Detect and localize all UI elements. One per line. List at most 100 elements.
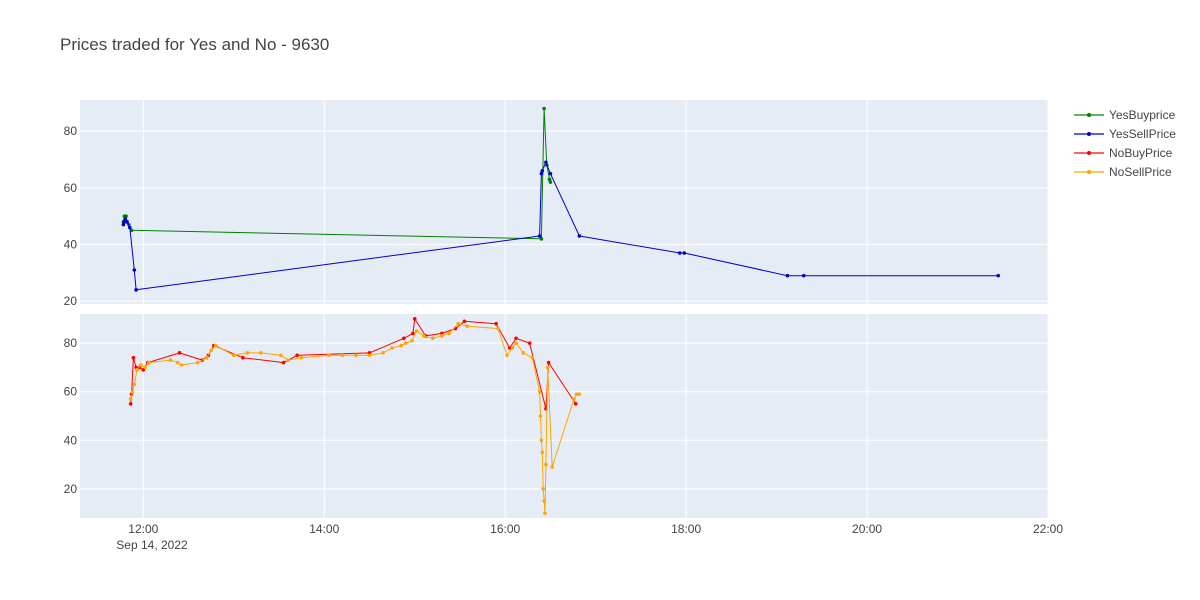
data-point-NoSellPrice-26: [399, 343, 403, 348]
data-point-NoBuyPrice-21: [462, 319, 467, 324]
y-tick-label-no-1: 40: [64, 433, 78, 447]
data-point-NoSellPrice-39: [514, 341, 518, 345]
data-point-YesSellPrice-5: [132, 268, 137, 272]
data-point-NoSellPrice-18: [286, 358, 290, 362]
data-point-YesBuyprice-8: [542, 106, 546, 111]
data-point-NoSellPrice-16: [259, 351, 263, 355]
data-point-NoSellPrice-21: [340, 353, 345, 358]
data-point-NoSellPrice-14: [231, 353, 236, 358]
data-point-NoBuyPrice-17: [412, 317, 417, 321]
data-point-NoBuyPrice-11: [241, 355, 245, 360]
data-point-NoSellPrice-17: [279, 353, 283, 358]
data-point-NoSellPrice-41: [530, 355, 535, 360]
legend-item-YesBuyprice[interactable]: YesBuyprice: [1074, 108, 1176, 122]
data-point-YesSellPrice-4: [127, 225, 132, 230]
data-point-YesSellPrice-7: [537, 234, 542, 238]
data-point-NoSellPrice-36: [496, 326, 500, 331]
data-point-NoBuyPrice-23: [507, 346, 512, 350]
x-tick-label-5: 22:00: [1033, 522, 1063, 536]
data-point-NoSellPrice-48: [543, 511, 547, 515]
data-point-NoBuyPrice-13: [295, 353, 299, 358]
data-point-NoSellPrice-51: [550, 465, 555, 469]
data-point-YesSellPrice-2: [123, 217, 128, 221]
data-point-NoSellPrice-5: [143, 365, 147, 370]
data-point-NoSellPrice-10: [195, 360, 200, 365]
data-point-YesSellPrice-11: [548, 171, 553, 176]
y-tick-label-yes-0: 20: [64, 294, 78, 308]
data-point-NoSellPrice-32: [440, 334, 444, 338]
data-point-YesSellPrice-6: [134, 288, 138, 292]
data-point-NoSellPrice-19: [299, 355, 304, 360]
legend-marker-YesBuyprice: [1087, 113, 1091, 117]
x-tick-label-0: 12:00: [128, 522, 158, 536]
data-point-NoBuyPrice-27: [546, 360, 551, 365]
legend-item-YesSellPrice[interactable]: YesSellPrice: [1074, 127, 1176, 141]
data-point-NoSellPrice-50: [545, 365, 550, 370]
data-point-NoSellPrice-44: [539, 438, 544, 443]
x-tick-label-2: 16:00: [490, 522, 520, 536]
data-point-NoSellPrice-53: [574, 392, 579, 396]
x-tick-label-3: 18:00: [671, 522, 701, 536]
data-point-NoSellPrice-27: [403, 341, 408, 345]
data-point-NoSellPrice-33: [447, 331, 451, 336]
data-point-NoSellPrice-43: [538, 414, 543, 418]
chart-title: Prices traded for Yes and No - 9630: [60, 35, 329, 54]
legend-label-NoBuyPrice: NoBuyPrice: [1109, 146, 1173, 160]
data-point-NoSellPrice-15: [245, 351, 250, 355]
data-point-NoBuyPrice-16: [411, 331, 415, 336]
data-point-NoSellPrice-34: [456, 321, 460, 326]
data-point-YesSellPrice-15: [785, 273, 790, 278]
data-point-NoSellPrice-11: [204, 355, 209, 360]
data-point-YesSellPrice-1: [122, 220, 127, 224]
panel-background-no: [80, 314, 1048, 518]
data-point-YesBuyprice-7: [539, 237, 544, 241]
data-point-NoSellPrice-29: [414, 329, 419, 333]
data-point-NoSellPrice-1: [130, 389, 135, 394]
data-point-YesSellPrice-9: [540, 169, 545, 173]
x-tick-label-1: 14:00: [309, 522, 339, 536]
legend-item-NoSellPrice[interactable]: NoSellPrice: [1074, 165, 1172, 179]
data-point-NoSellPrice-52: [572, 397, 576, 401]
data-point-NoSellPrice-2: [132, 382, 137, 387]
data-point-NoBuyPrice-25: [527, 341, 532, 345]
data-point-NoSellPrice-12: [209, 348, 213, 353]
data-point-YesBuyprice-10: [547, 177, 552, 182]
data-point-NoSellPrice-23: [367, 353, 372, 358]
data-point-NoBuyPrice-7: [177, 351, 182, 355]
legend-item-NoBuyPrice[interactable]: NoBuyPrice: [1074, 146, 1173, 160]
data-point-NoSellPrice-9: [179, 363, 184, 367]
data-point-YesSellPrice-8: [539, 171, 544, 176]
data-point-NoBuyPrice-0: [128, 402, 133, 406]
data-point-NoSellPrice-7: [168, 358, 173, 362]
legend-label-YesSellPrice: YesSellPrice: [1109, 127, 1176, 141]
data-point-NoSellPrice-28: [410, 338, 414, 343]
data-point-NoSellPrice-0: [128, 397, 133, 401]
legend-marker-YesSellPrice: [1087, 132, 1091, 136]
data-point-NoSellPrice-4: [138, 363, 143, 367]
data-point-NoSellPrice-45: [540, 450, 545, 455]
data-point-NoSellPrice-47: [542, 499, 546, 503]
data-point-YesSellPrice-0: [121, 222, 126, 227]
axis-ticks: 20 40 60 80 20 40 60 80 12:00 14:00 16:00 18:00 20:0…: [64, 124, 1064, 536]
x-tick-label-4: 20:00: [852, 522, 882, 536]
data-point-NoSellPrice-37: [505, 353, 509, 358]
data-point-YesSellPrice-3: [125, 220, 129, 224]
data-point-NoSellPrice-8: [175, 360, 180, 365]
data-point-NoSellPrice-24: [381, 351, 385, 355]
data-point-NoSellPrice-31: [431, 336, 435, 341]
data-point-NoSellPrice-49: [544, 462, 548, 467]
data-point-NoBuyPrice-2: [131, 355, 136, 360]
data-point-YesBuyprice-11: [548, 180, 553, 184]
data-point-YesSellPrice-17: [996, 273, 1001, 278]
data-point-NoSellPrice-54: [577, 392, 582, 396]
data-point-NoSellPrice-30: [421, 334, 426, 338]
data-point-NoSellPrice-22: [354, 353, 358, 358]
legend[interactable]: YesBuyprice YesSellPrice NoBuyPrice NoSellP…: [1074, 108, 1176, 179]
y-tick-label-yes-3: 80: [64, 124, 78, 138]
data-point-YesSellPrice-14: [682, 251, 687, 255]
data-point-NoBuyPrice-24: [514, 336, 518, 341]
data-point-NoSellPrice-42: [537, 389, 542, 394]
data-point-NoSellPrice-3: [135, 368, 139, 372]
